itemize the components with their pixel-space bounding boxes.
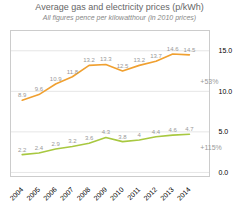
svg-text:13.2: 13.2 [83, 57, 95, 63]
svg-text:2005: 2005 [25, 186, 41, 202]
svg-text:2.2: 2.2 [18, 147, 27, 153]
svg-text:4: 4 [138, 132, 142, 138]
svg-text:3.6: 3.6 [85, 135, 94, 141]
html-text:Average gas and electricity pr: Average gas and electricity prices (p/kW… [35, 2, 204, 12]
svg-text:10.9: 10.9 [50, 76, 62, 82]
svg-text:2008: 2008 [75, 186, 91, 202]
svg-text:2006: 2006 [42, 186, 58, 202]
svg-text:2012: 2012 [142, 186, 158, 202]
svg-text:2007: 2007 [59, 186, 75, 202]
svg-text:15.0: 15.0 [219, 47, 233, 54]
svg-text:8.9: 8.9 [18, 92, 27, 98]
svg-text:2014: 2014 [176, 186, 192, 202]
svg-text:2.4: 2.4 [35, 145, 44, 151]
svg-text:2.9: 2.9 [51, 141, 60, 147]
svg-text:13.7: 13.7 [150, 53, 162, 59]
svg-text:4.7: 4.7 [185, 126, 194, 132]
svg-text:2011: 2011 [126, 186, 142, 202]
svg-text:+53%: +53% [200, 78, 218, 85]
svg-text:14.6: 14.6 [167, 46, 179, 52]
svg-text:2009: 2009 [92, 186, 108, 202]
svg-text:3.2: 3.2 [68, 138, 77, 144]
svg-text:11.8: 11.8 [67, 69, 79, 75]
svg-text:9.6: 9.6 [35, 86, 44, 92]
svg-text:+115%: +115% [200, 144, 221, 151]
svg-text:10.0: 10.0 [219, 88, 233, 95]
html-text:All figures pence per kilowatt: All figures pence per kilowatthour (in 2… [42, 14, 197, 21]
svg-text:2013: 2013 [159, 186, 175, 202]
svg-text:0.0: 0.0 [219, 169, 229, 176]
svg-text:4.4: 4.4 [152, 129, 161, 135]
svg-text:14.5: 14.5 [184, 47, 196, 53]
svg-text:13.3: 13.3 [100, 56, 112, 62]
svg-text:2010: 2010 [109, 186, 125, 202]
svg-text:4.6: 4.6 [169, 127, 178, 133]
svg-text:4.3: 4.3 [102, 129, 111, 135]
svg-text:2004: 2004 [9, 186, 25, 202]
svg-text:13.2: 13.2 [133, 57, 145, 63]
svg-text:3.8: 3.8 [118, 134, 127, 140]
svg-text:5.0: 5.0 [219, 128, 229, 135]
svg-text:12.5: 12.5 [117, 63, 129, 69]
